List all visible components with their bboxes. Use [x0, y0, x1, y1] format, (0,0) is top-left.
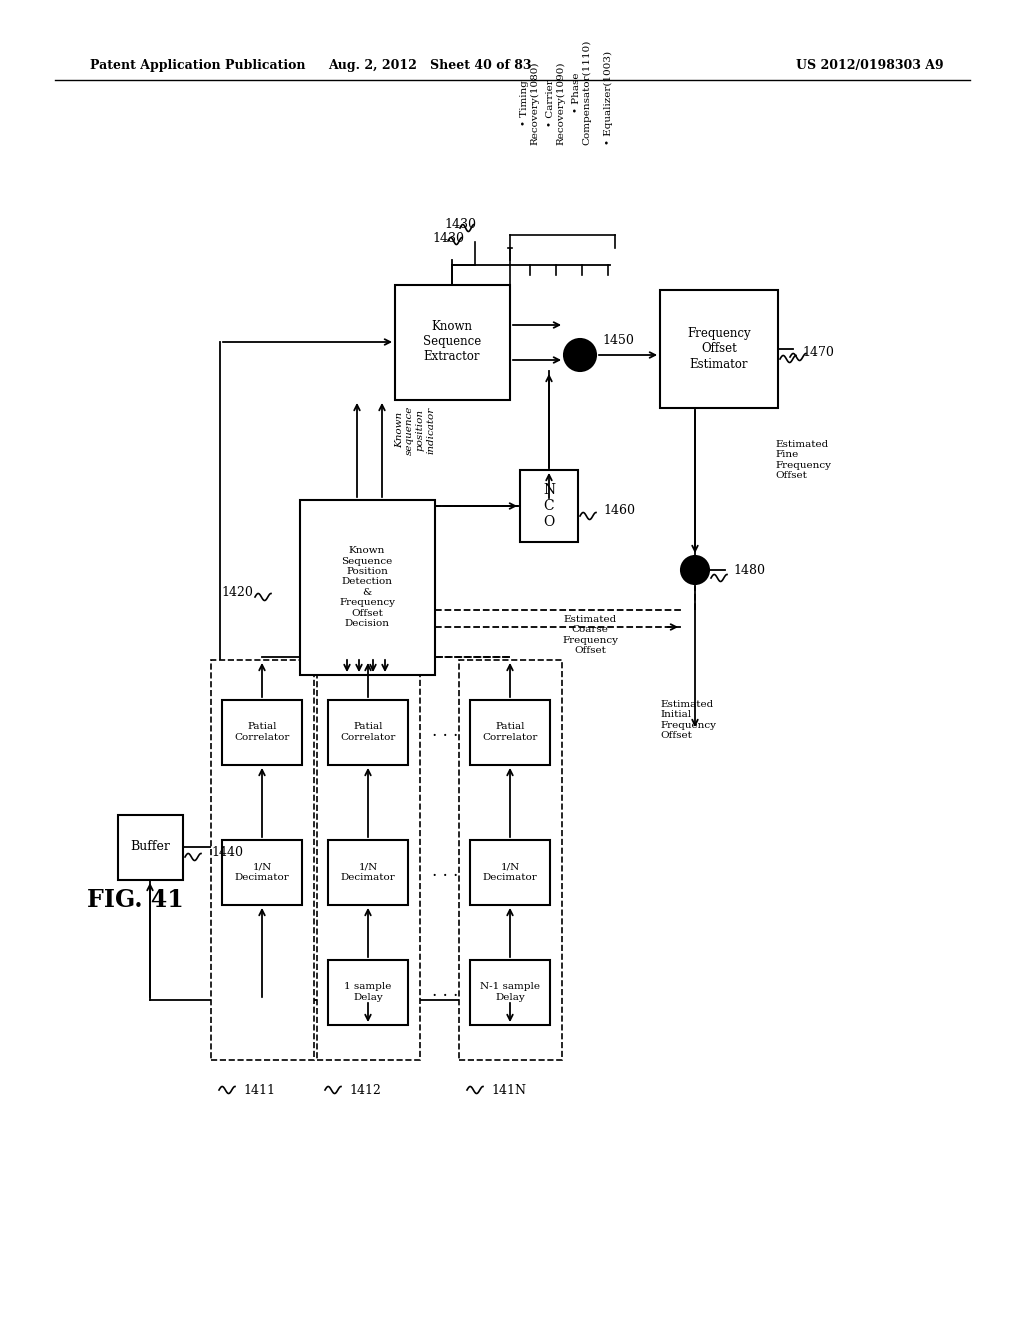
Bar: [211, 660, 314, 1060]
Bar: [222, 840, 302, 906]
Text: • Timing
Recovery(1080): • Timing Recovery(1080): [520, 62, 540, 145]
Text: Patial
Correlator: Patial Correlator: [234, 722, 290, 742]
Text: Frequency
Offset
Estimator: Frequency Offset Estimator: [687, 327, 751, 371]
Text: Patial
Correlator: Patial Correlator: [482, 722, 538, 742]
Text: 1 sample
Delay: 1 sample Delay: [344, 982, 392, 1002]
Bar: [459, 660, 562, 1060]
Bar: [470, 960, 550, 1026]
Bar: [660, 290, 778, 408]
Circle shape: [564, 339, 596, 371]
Bar: [470, 700, 550, 766]
Text: 1411: 1411: [243, 1084, 275, 1097]
Text: Patent Application Publication: Patent Application Publication: [90, 58, 305, 71]
Text: 1/N
Decimator: 1/N Decimator: [234, 862, 290, 882]
Text: 1/N
Decimator: 1/N Decimator: [341, 862, 395, 882]
Text: 1440: 1440: [211, 846, 243, 858]
Text: Aug. 2, 2012   Sheet 40 of 83: Aug. 2, 2012 Sheet 40 of 83: [329, 58, 531, 71]
Bar: [328, 960, 408, 1026]
Text: N-1 sample
Delay: N-1 sample Delay: [480, 982, 540, 1002]
Text: Patial
Correlator: Patial Correlator: [340, 722, 395, 742]
Text: • Equalizer(1003): • Equalizer(1003): [603, 51, 612, 145]
Text: . . .: . . .: [432, 863, 458, 880]
Text: Buffer: Buffer: [130, 841, 170, 854]
Text: • Phase
Compensator(1110): • Phase Compensator(1110): [572, 40, 592, 145]
Bar: [470, 840, 550, 906]
Text: US 2012/0198303 A9: US 2012/0198303 A9: [797, 58, 944, 71]
Text: 1/N
Decimator: 1/N Decimator: [482, 862, 538, 882]
Text: 1420: 1420: [221, 586, 253, 598]
Text: FIG. 41: FIG. 41: [87, 888, 183, 912]
Text: • Carrier
Recovery(1090): • Carrier Recovery(1090): [546, 62, 566, 145]
Text: . . .: . . .: [432, 723, 458, 741]
Text: Estimated
Initial
Frequency
Offset: Estimated Initial Frequency Offset: [660, 700, 716, 741]
Text: 1430: 1430: [432, 231, 464, 244]
Text: 1412: 1412: [349, 1084, 381, 1097]
Bar: [395, 285, 510, 400]
Text: 1450: 1450: [602, 334, 634, 347]
Text: Known
Sequence
Extractor: Known Sequence Extractor: [423, 321, 481, 363]
Circle shape: [681, 556, 709, 583]
Bar: [222, 700, 302, 766]
Text: Known
Sequence
Position
Detection
&
Frequency
Offset
Decision: Known Sequence Position Detection & Freq…: [339, 546, 395, 628]
Bar: [328, 840, 408, 906]
Bar: [300, 500, 435, 675]
Bar: [328, 700, 408, 766]
Text: 1470: 1470: [802, 346, 834, 359]
Bar: [317, 660, 420, 1060]
Bar: [520, 470, 578, 543]
Text: Estimated
Fine
Frequency
Offset: Estimated Fine Frequency Offset: [775, 440, 831, 480]
Text: 141N: 141N: [490, 1084, 526, 1097]
Text: . . .: . . .: [432, 983, 458, 1001]
Text: N
C
O: N C O: [543, 483, 555, 529]
Text: 1480: 1480: [733, 564, 765, 577]
Text: Known
sequence
position
indicator: Known sequence position indicator: [395, 405, 435, 454]
Text: Estimated
Coarse
Frequency
Offset: Estimated Coarse Frequency Offset: [562, 615, 618, 655]
Text: 1460: 1460: [603, 503, 635, 516]
Text: 1430: 1430: [444, 219, 476, 231]
Bar: [118, 814, 183, 880]
